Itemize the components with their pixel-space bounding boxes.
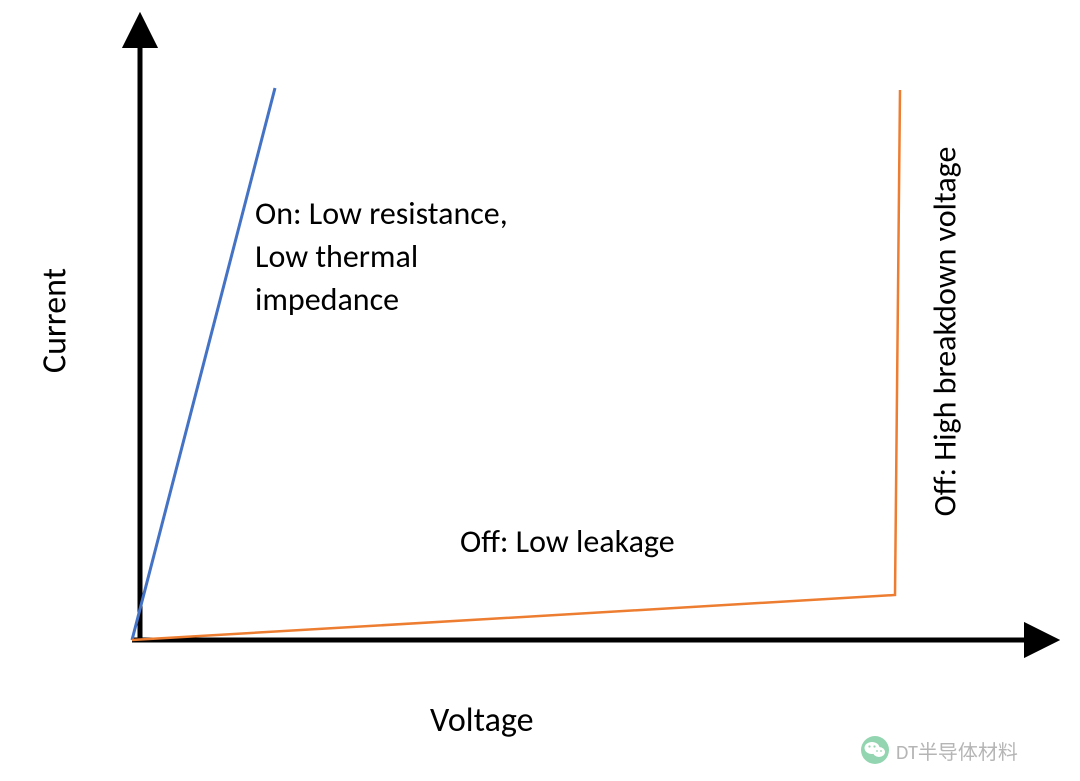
on-state-line	[132, 88, 275, 640]
axes-and-curves	[0, 0, 1080, 781]
y-axis-label: Current	[35, 256, 76, 386]
watermark-text: DT半导体材料	[896, 736, 1018, 765]
iv-chart-container: Current Voltage On: Low resistance, Low …	[0, 0, 1080, 781]
watermark: DT半导体材料	[860, 735, 1018, 765]
off-breakdown-annotation: Off: High breakdown voltage	[926, 112, 965, 552]
off-leakage-annotation: Off: Low leakage	[460, 520, 675, 563]
x-axis-label: Voltage	[430, 700, 534, 741]
wechat-icon	[860, 735, 890, 765]
on-state-annotation: On: Low resistance, Low thermal impedanc…	[255, 192, 508, 322]
